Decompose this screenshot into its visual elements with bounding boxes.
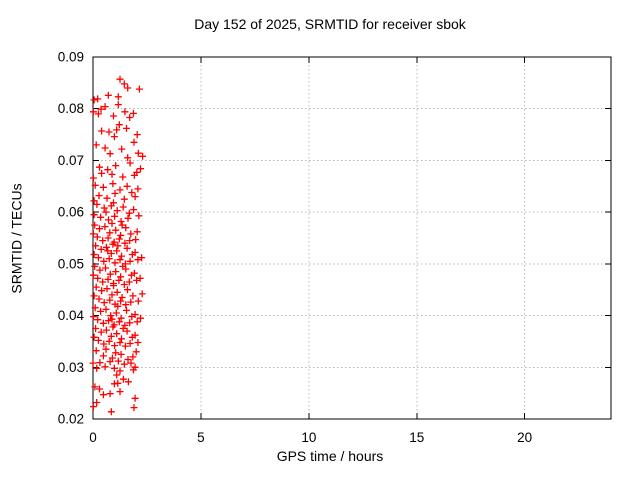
x-tick-label: 15 [409,430,424,445]
x-axis-label: GPS time / hours [276,448,384,464]
y-tick-label: 0.07 [58,153,84,168]
y-tick-label: 0.03 [58,360,84,375]
y-tick-label: 0.02 [58,412,84,427]
x-tick-label: 20 [517,430,532,445]
y-tick-label: 0.08 [58,101,84,116]
data-points [89,75,147,416]
x-tick-label: 0 [89,430,97,445]
x-tick-label: 5 [197,430,205,445]
axes [92,56,612,420]
x-tick-label: 10 [301,430,316,445]
y-tick-label: 0.06 [58,205,84,220]
tick-labels: 0 5 10 15 20 0.02 0.03 0.04 0.05 0.06 0.07 0.08 0.09 [58,50,532,446]
y-tick-label: 0.04 [58,308,85,323]
y-tick-label: 0.09 [58,50,84,65]
y-tick-label: 0.05 [58,256,84,271]
chart-title: Day 152 of 2025, SRMTID for receiver sbo… [194,16,466,32]
grid-lines [93,57,611,419]
